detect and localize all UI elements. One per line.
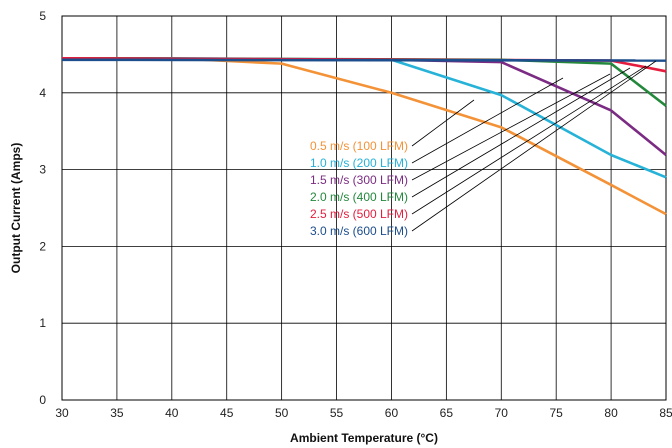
y-tick-label: 3: [39, 163, 46, 177]
legend-leader-line: [411, 60, 657, 232]
legend-leader-line: [411, 73, 611, 181]
y-tick-label: 5: [39, 9, 46, 23]
legend-leader-lines: [411, 60, 657, 232]
y-tick-label: 2: [39, 239, 46, 253]
y-tick-label: 4: [39, 86, 46, 100]
x-axis-ticks: 30 35 40 45 50 55 60 65 70 75 80 85: [55, 406, 672, 420]
legend-leader-line: [411, 99, 475, 147]
x-tick-label: 35: [110, 406, 124, 420]
series-line-4: [61, 56, 667, 107]
y-tick-label: 0: [39, 393, 46, 407]
legend-label-5: 2.5 m/s (500 LFM): [310, 207, 408, 221]
x-tick-label: 30: [55, 406, 69, 420]
x-tick-label: 70: [495, 406, 509, 420]
legend-label-4: 2.0 m/s (400 LFM): [310, 190, 408, 204]
legend-label-1: 0.5 m/s (100 LFM): [310, 139, 408, 153]
y-tick-label: 1: [39, 316, 46, 330]
x-axis-label: Ambient Temperature (°C): [290, 431, 438, 445]
legend-leader-line: [411, 67, 631, 198]
y-axis-label: Output Current (Amps): [9, 143, 23, 274]
x-tick-label: 55: [330, 406, 344, 420]
legend-leader-line: [411, 77, 564, 164]
x-tick-label: 80: [604, 406, 618, 420]
plot-frame: [61, 15, 667, 401]
x-tick-label: 50: [275, 406, 289, 420]
x-tick-label: 65: [440, 406, 454, 420]
series-layer: [61, 56, 667, 216]
x-tick-label: 85: [659, 406, 672, 420]
x-tick-label: 40: [165, 406, 179, 420]
legend-label-6: 3.0 m/s (600 LFM): [310, 224, 408, 238]
legend: 0.5 m/s (100 LFM) 1.0 m/s (200 LFM) 1.5 m/…: [310, 139, 408, 238]
legend-leader-line: [411, 65, 647, 215]
x-tick-label: 60: [385, 406, 399, 420]
y-axis-ticks: 0 1 2 3 4 5: [39, 9, 46, 407]
x-tick-label: 45: [220, 406, 234, 420]
legend-label-3: 1.5 m/s (300 LFM): [310, 173, 408, 187]
series-line-6: [61, 58, 667, 62]
legend-label-2: 1.0 m/s (200 LFM): [310, 156, 408, 170]
x-tick-label: 75: [550, 406, 564, 420]
